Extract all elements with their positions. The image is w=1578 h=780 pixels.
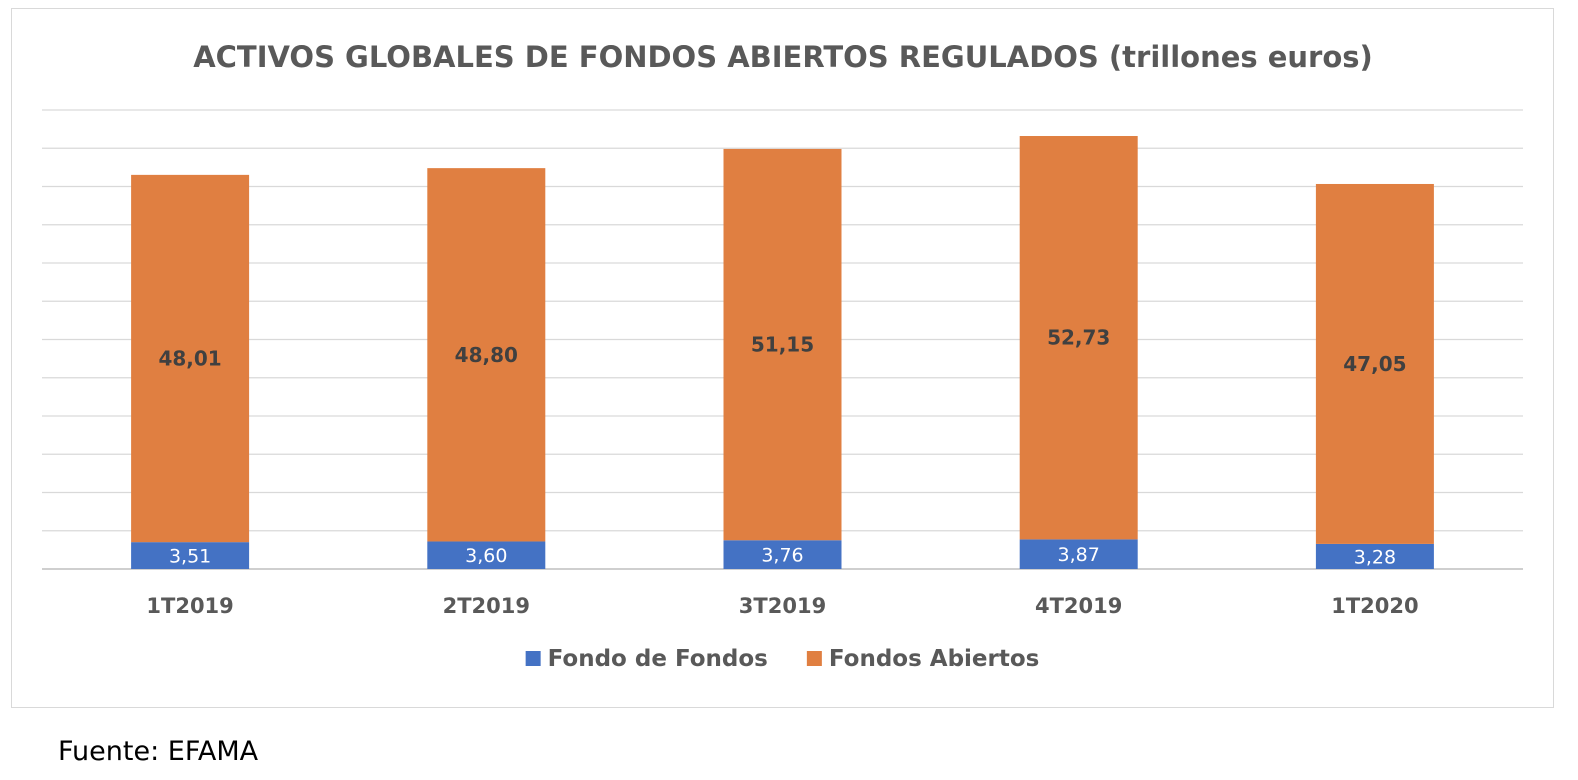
chart-title: ACTIVOS GLOBALES DE FONDOS ABIERTOS REGU… [193,40,1373,74]
data-label: 48,01 [158,347,221,371]
category-label: 1T2020 [1331,594,1418,618]
bar-fondo-de-fondos-4t2019 [1019,539,1138,569]
data-label: 3,28 [1354,546,1396,568]
bar-fondo-de-fondos-3t2019 [723,540,842,569]
data-label: 3,60 [465,545,507,567]
data-label: 47,05 [1343,352,1406,376]
data-label: 3,87 [1058,544,1100,566]
legend: Fondo de Fondos Fondos Abiertos [525,646,1040,672]
category-label: 3T2019 [739,594,826,618]
data-label: 3,76 [761,545,803,567]
data-label: 48,80 [455,343,518,367]
legend-label: Fondos Abiertos [829,646,1040,672]
source-note: Fuente: EFAMA [58,736,259,767]
bar-fondos-abiertos-1t2019 [131,174,250,543]
bar-fondo-de-fondos-1t2019 [131,542,250,569]
bar-fondos-abiertos-4t2019 [1019,136,1138,540]
bars [131,136,1434,569]
category-label: 1T2019 [146,594,233,618]
legend-swatch [525,651,541,666]
data-labels: 3,51 48,01 3,60 48,80 3,76 51,15 3,87 52,73 3,28… [158,326,1406,569]
bar-fondos-abiertos-2t2019 [427,168,546,542]
legend-swatch [806,651,822,666]
bar-fondos-abiertos-1t2020 [1315,183,1434,544]
category-axis-labels: 1T2019 2T2019 3T2019 4T2019 1T2020 [146,594,1418,618]
legend-label: Fondo de Fondos [548,646,768,672]
chart-frame: ACTIVOS GLOBALES DE FONDOS ABIERTOS REGU… [11,8,1554,708]
category-label: 2T2019 [443,594,530,618]
data-label: 51,15 [751,333,814,357]
data-label: 52,73 [1047,326,1110,350]
data-label: 3,51 [169,546,211,568]
bar-fondo-de-fondos-2t2019 [427,541,546,569]
bar-fondos-abiertos-3t2019 [723,148,842,541]
chart-svg: ACTIVOS GLOBALES DE FONDOS ABIERTOS REGU… [42,40,1523,672]
category-label: 4T2019 [1035,594,1122,618]
bar-fondo-de-fondos-1t2020 [1315,543,1434,569]
